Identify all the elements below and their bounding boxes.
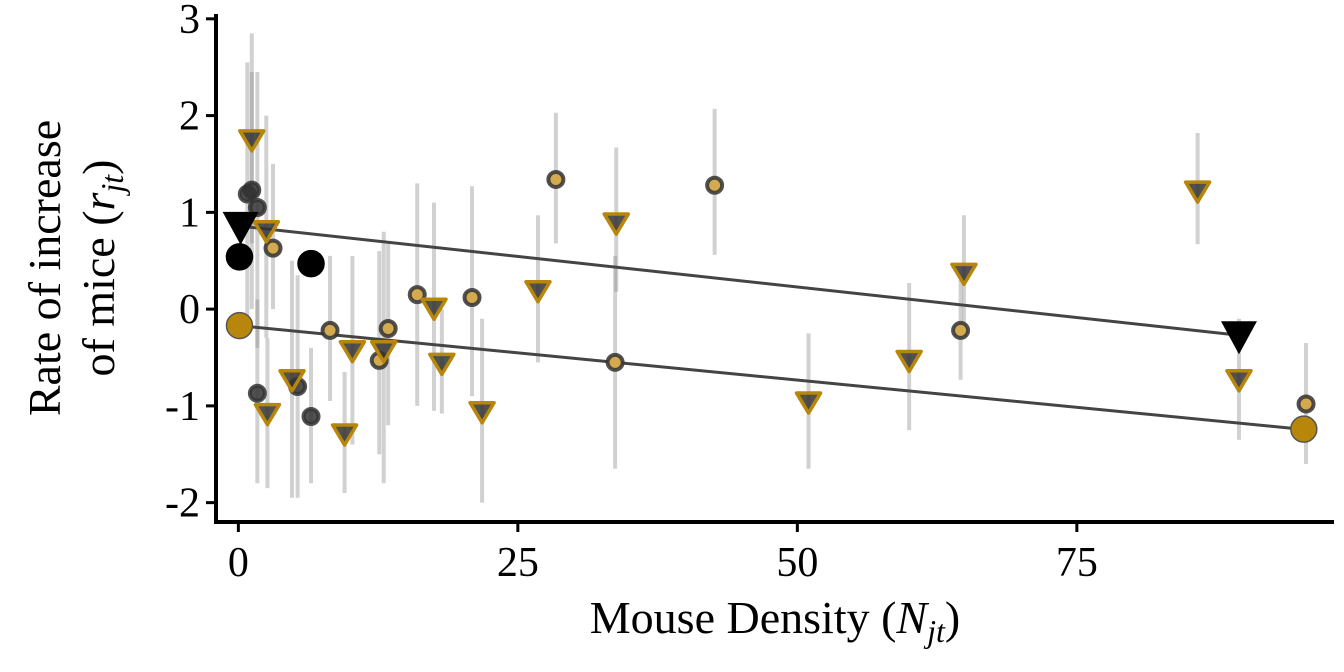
data-point <box>247 198 267 218</box>
y-tick-label: 3 <box>179 0 200 43</box>
data-point <box>895 349 923 374</box>
mean-point <box>1290 415 1318 443</box>
data-point <box>1225 369 1253 393</box>
data-point <box>338 340 367 364</box>
mean-point <box>1220 321 1257 355</box>
data-point <box>951 320 971 340</box>
x-tick-label: 25 <box>497 540 539 586</box>
y-axis-ticks: -2 -1 0 1 2 3 <box>165 0 216 527</box>
y-tick-label: 2 <box>179 94 200 140</box>
mean-point <box>225 243 254 271</box>
data-point <box>369 340 398 364</box>
data-point <box>253 402 282 427</box>
data-point <box>794 391 823 415</box>
data-point <box>1183 180 1212 204</box>
mean-point <box>225 311 254 340</box>
x-tick-label: 50 <box>776 540 818 586</box>
x-axis-title: Mouse Density (Njt) <box>590 592 960 649</box>
data-point <box>320 320 340 340</box>
data-point <box>524 280 552 304</box>
data-point <box>428 352 456 377</box>
data-point <box>378 318 398 338</box>
mean-point <box>297 249 325 278</box>
mean-point <box>222 211 259 245</box>
data-point <box>301 407 321 427</box>
data-point <box>546 169 566 189</box>
y-axis-title-line2: of mice (rjt) <box>73 159 130 376</box>
data-point <box>468 400 496 425</box>
trend-line <box>238 224 1240 337</box>
x-tick-label: 75 <box>1056 540 1098 586</box>
data-point <box>950 262 978 287</box>
trend-line <box>238 324 1301 431</box>
data-points <box>222 129 1318 447</box>
y-tick-label: -2 <box>165 481 200 527</box>
data-point <box>252 220 281 244</box>
data-point <box>278 369 306 393</box>
error-bars <box>245 33 1309 503</box>
data-point <box>462 288 482 308</box>
y-axis-title-line1: Rate of increase <box>19 120 70 416</box>
data-point <box>242 180 262 200</box>
data-point <box>705 175 725 195</box>
y-tick-label: 0 <box>179 287 200 333</box>
data-point <box>238 129 266 153</box>
data-point <box>605 352 625 372</box>
data-point <box>420 297 448 321</box>
data-point <box>330 423 359 447</box>
x-axis-ticks: 0 25 50 75 <box>228 522 1098 586</box>
x-tick-label: 0 <box>228 540 249 586</box>
y-tick-label: -1 <box>165 384 200 430</box>
data-point <box>247 383 267 403</box>
y-axis-title: Rate of increase of mice (rjt) <box>19 120 130 416</box>
y-tick-label: 1 <box>179 190 200 236</box>
trend-lines <box>238 224 1301 431</box>
data-point <box>263 238 283 258</box>
data-point <box>602 212 630 236</box>
data-point <box>1296 394 1316 414</box>
